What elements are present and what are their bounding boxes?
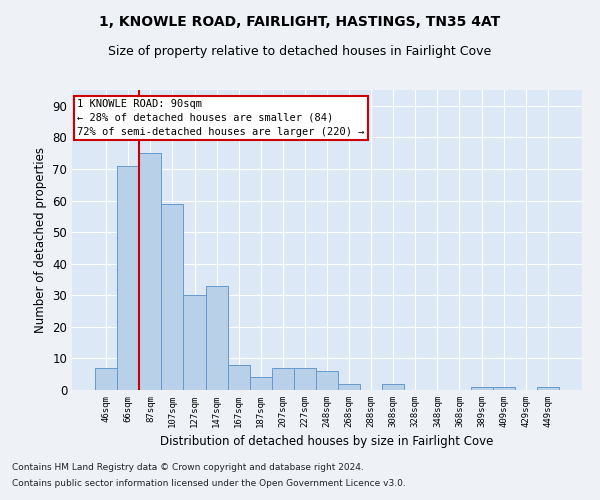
Text: Contains public sector information licensed under the Open Government Licence v3: Contains public sector information licen… [12,478,406,488]
Bar [272,368,294,390]
Bar [382,384,404,390]
X-axis label: Distribution of detached houses by size in Fairlight Cove: Distribution of detached houses by size … [160,436,494,448]
Text: Size of property relative to detached houses in Fairlight Cove: Size of property relative to detached ho… [109,45,491,58]
Bar [206,286,227,390]
Bar [95,368,117,390]
Bar [470,387,493,390]
Bar [117,166,139,390]
Bar [250,378,272,390]
Bar [227,364,250,390]
Bar [161,204,184,390]
Bar [294,368,316,390]
Text: Contains HM Land Registry data © Crown copyright and database right 2024.: Contains HM Land Registry data © Crown c… [12,464,364,472]
Bar [184,296,206,390]
Text: 1 KNOWLE ROAD: 90sqm
← 28% of detached houses are smaller (84)
72% of semi-detac: 1 KNOWLE ROAD: 90sqm ← 28% of detached h… [77,99,365,137]
Bar [316,371,338,390]
Bar [493,387,515,390]
Bar [338,384,360,390]
Y-axis label: Number of detached properties: Number of detached properties [34,147,47,333]
Bar [537,387,559,390]
Bar [139,153,161,390]
Text: 1, KNOWLE ROAD, FAIRLIGHT, HASTINGS, TN35 4AT: 1, KNOWLE ROAD, FAIRLIGHT, HASTINGS, TN3… [100,15,500,29]
